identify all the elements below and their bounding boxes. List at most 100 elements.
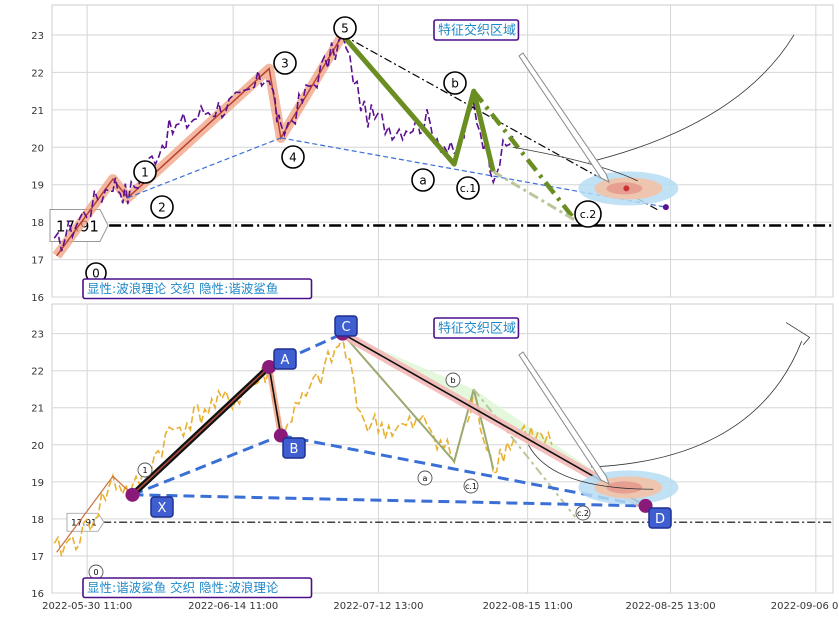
- y-tick-label: 20: [31, 441, 44, 452]
- wave-label-b-text: b: [450, 376, 455, 385]
- x-tick-label: 2022-08-15 11:00: [483, 601, 573, 612]
- wave-label-c-2-text: c.2: [580, 208, 597, 221]
- harmonic-x-b: [131, 434, 282, 497]
- top-caption-box: [82, 278, 313, 300]
- top-panel: 161718192021222317.91特征交织区域012345abc.1c.…: [31, 4, 834, 304]
- bottom-caption-box: [82, 577, 313, 599]
- harmonic-label-X: X: [158, 501, 167, 516]
- wave-label-1-circle: [133, 160, 157, 184]
- wave-label-4-circle: [281, 145, 305, 169]
- wave-label-5-circle: [333, 16, 357, 40]
- wave-label-a-text: a: [423, 474, 428, 483]
- zone-dot: [623, 185, 630, 192]
- bottom-caption-text: 显性:谐波鲨鱼 交织 隐性:波浪理论: [87, 580, 279, 595]
- wave-start: [56, 475, 133, 553]
- price-line: [53, 32, 514, 252]
- zone-inner: [606, 481, 643, 494]
- trend-4-d: [280, 137, 666, 208]
- wave-label-b-text: b: [451, 76, 459, 90]
- y-tick-label: 20: [31, 143, 44, 154]
- y-tick-label: 19: [31, 478, 44, 489]
- wave-label-b-circle: [445, 372, 461, 388]
- wave-label-2-text: 2: [158, 200, 166, 214]
- harmonic-label-C: C: [341, 320, 350, 335]
- wave-label-c-2-circle: [574, 200, 602, 228]
- harmonic-x-a-inner: [131, 366, 270, 496]
- wave-label-a-circle: [417, 470, 433, 486]
- y-tick-label: 19: [31, 181, 44, 192]
- x-tick-label: 2022-06-14 11:00: [188, 601, 278, 612]
- top-annotation-text: 特征交织区域: [438, 23, 516, 39]
- arc-1: [512, 146, 638, 182]
- x-tick-label: 2022-07-12 13:00: [333, 601, 423, 612]
- harmonic-label-box-B: [282, 437, 306, 459]
- x-tick-label: 2022-08-25 13:00: [625, 601, 715, 612]
- wave-label-1-text: 1: [142, 466, 147, 475]
- endpoint-dot: [662, 204, 669, 211]
- wave-label-b-circle: [443, 71, 467, 95]
- wave-label-c-2-circle: [575, 505, 591, 521]
- arc-end: [785, 322, 811, 346]
- arc-1: [528, 444, 654, 490]
- y-tick-label: 23: [31, 330, 44, 341]
- harmonic-x-d: [132, 493, 646, 508]
- bottom-annotation-text: 特征交织区域: [438, 321, 516, 337]
- correction-wave: [340, 33, 496, 173]
- wave-label-4-text: 4: [289, 150, 297, 164]
- correction-wave-faint: [341, 332, 495, 470]
- harmonic-label-box-A: [273, 348, 297, 370]
- wave-label-a-circle: [411, 168, 435, 192]
- harmonic-label-A: A: [281, 353, 290, 368]
- callout-arrow: [518, 52, 610, 184]
- wave-label-0-text: 0: [93, 568, 98, 577]
- harmonic-label-box-X: [150, 496, 174, 518]
- y-tick-label: 17: [31, 552, 44, 563]
- trend-2-4: [127, 137, 282, 199]
- bottom-panel: 161718192021222317.91特征交织区域XABCD01abc.1c…: [31, 303, 834, 600]
- arc-2: [590, 340, 803, 468]
- y-tick-label: 18: [31, 218, 44, 229]
- wave-label-c-1-text: c.1: [465, 482, 477, 491]
- wave-label-5-text: 5: [341, 21, 349, 35]
- projection-c1-c2: [492, 170, 577, 222]
- y-tick-label: 18: [31, 515, 44, 526]
- harmonic-label-box-D: [648, 507, 672, 529]
- wave-label-a-text: a: [419, 173, 426, 187]
- x-axis: 2022-05-30 11:00 2022-06-14 11:00 2022-07-…: [42, 601, 839, 612]
- bottom-annotation-box: [433, 317, 520, 339]
- harmonic-label-box-C: [334, 315, 358, 337]
- harmonic-label-B: B: [290, 442, 299, 457]
- y-tick-label: 16: [31, 293, 44, 304]
- harmonic-label-D: D: [655, 512, 665, 527]
- x-tick-label: 2022-05-30 11:00: [42, 601, 132, 612]
- projection-c2: [472, 388, 577, 518]
- harmonic-marker-X: [125, 487, 140, 502]
- y-tick-label: 22: [31, 367, 44, 378]
- harmonic-a-c: [268, 332, 344, 369]
- x-tick-label: 2022-09-06 09:00: [771, 601, 839, 612]
- y-tick-label: 16: [31, 589, 44, 600]
- y-tick-label: 21: [31, 404, 44, 415]
- y-tick-label: 23: [31, 31, 44, 42]
- projection-c2: [471, 89, 578, 222]
- y-tick-label: 21: [31, 106, 44, 117]
- impulse-line: [56, 34, 344, 257]
- harmonic-marker-A: [262, 359, 277, 374]
- top-caption-text: 显性:波浪理论 交织 隐性:谐波鲨鱼: [87, 281, 278, 296]
- wave-label-3-text: 3: [281, 56, 289, 70]
- y-tick-label: 22: [31, 68, 44, 79]
- wave-label-1-circle: [137, 462, 153, 478]
- top-annotation-box: [433, 19, 520, 41]
- wave-label-c-1-circle: [456, 176, 480, 200]
- wave-label-3-circle: [273, 51, 297, 75]
- wave-label-c-1-text: c.1: [460, 182, 477, 195]
- callout-arrow: [518, 351, 610, 486]
- wave-label-1-text: 1: [141, 165, 149, 179]
- y-tick-label: 17: [31, 256, 44, 267]
- wave-label-2-circle: [150, 195, 174, 219]
- wave-label-c-2-text: c.2: [577, 509, 589, 518]
- wave-label-0-text: 0: [92, 266, 100, 280]
- arc-2: [588, 34, 795, 163]
- harmonic-a-b: [268, 366, 282, 436]
